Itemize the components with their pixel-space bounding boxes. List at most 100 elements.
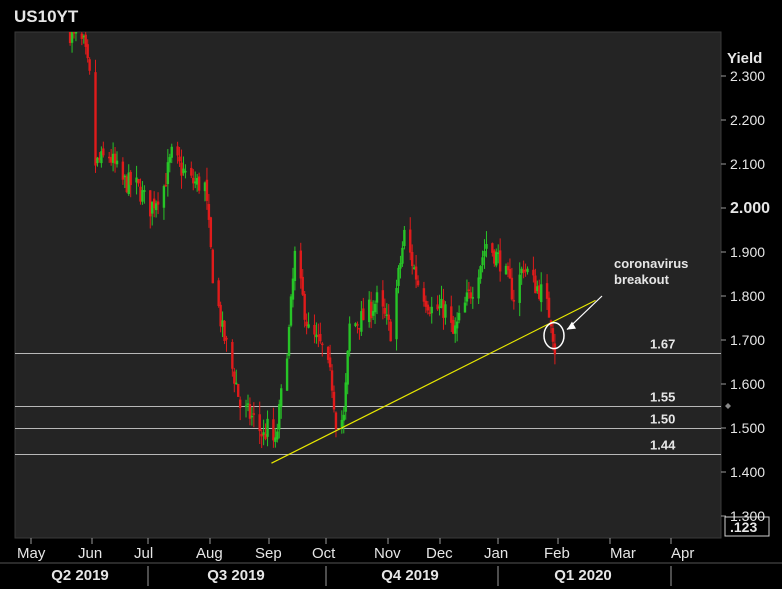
candle-body <box>231 342 234 369</box>
candle-body <box>274 437 277 442</box>
candle-body <box>367 299 371 323</box>
y-axis-label: Yield <box>727 50 762 67</box>
candle-body <box>209 217 213 248</box>
quarter-label: Q2 2019 <box>51 567 109 584</box>
candle-body <box>205 179 209 201</box>
chart-title: US10YT <box>14 7 79 26</box>
candle-body <box>149 190 152 217</box>
candle-body <box>444 304 447 318</box>
quarter-label: Q3 2019 <box>207 567 265 584</box>
candle-body <box>102 148 105 156</box>
candle-body <box>504 265 508 275</box>
candle-body <box>344 382 347 412</box>
candle-body <box>184 170 187 173</box>
candle-body <box>154 203 158 211</box>
candle-body <box>74 32 78 34</box>
candle-body <box>520 268 523 274</box>
candle-body <box>426 304 430 311</box>
candle-body <box>178 156 181 162</box>
candle-body <box>547 297 551 318</box>
candle-body <box>123 175 127 178</box>
candle-body <box>107 156 111 159</box>
candle-body <box>291 278 295 300</box>
candle-body <box>551 328 555 342</box>
candle-body <box>479 266 482 279</box>
candle-body <box>387 314 390 320</box>
y-tick-label: 2.200 <box>730 112 765 128</box>
y-tick-label: 2.100 <box>730 156 765 172</box>
candle-body <box>233 371 236 384</box>
candle-body <box>68 32 72 43</box>
candle-body <box>139 186 142 202</box>
candle-body <box>540 284 543 303</box>
candle-body <box>334 412 338 429</box>
candle-body <box>508 268 512 279</box>
candle-body <box>113 153 117 164</box>
candle-body <box>385 314 388 317</box>
candle-body <box>86 44 89 59</box>
candle-body <box>328 357 332 368</box>
y-tick-label: 1.600 <box>730 376 765 392</box>
candle-body <box>303 293 306 320</box>
y-tick-label: 1.400 <box>730 464 765 480</box>
candle-body <box>452 319 455 334</box>
candle-body <box>238 399 242 408</box>
candle-body <box>258 414 261 432</box>
x-tick-label: Jan <box>484 545 508 562</box>
candle-body <box>301 276 304 295</box>
candle-body <box>321 343 324 346</box>
candle-body <box>223 320 226 342</box>
candle-body <box>358 327 361 330</box>
candle-body <box>430 306 433 314</box>
candle-body <box>399 262 402 269</box>
candle-body <box>348 323 351 352</box>
candle-body <box>409 229 412 253</box>
candle-body <box>293 250 297 282</box>
candle-body <box>510 277 514 300</box>
candle-body <box>410 251 414 267</box>
candle-body <box>457 312 461 321</box>
candle-body <box>237 383 240 397</box>
candle-body <box>522 269 525 273</box>
x-tick-label: Apr <box>671 545 694 562</box>
candle-body <box>532 269 535 276</box>
candle-body <box>354 323 357 327</box>
candle-body <box>195 177 199 185</box>
candle-body <box>465 292 469 302</box>
candle-body <box>319 333 322 342</box>
candle-body <box>137 179 140 184</box>
candle-body <box>491 243 494 253</box>
candle-body <box>262 432 265 435</box>
candle-body <box>362 308 365 321</box>
candle-body <box>330 370 334 391</box>
candle-body <box>467 289 471 292</box>
candle-body <box>538 285 541 299</box>
candle-body <box>438 306 441 308</box>
candle-body <box>305 321 308 326</box>
candle-body <box>422 288 426 302</box>
x-tick-label: Aug <box>196 545 223 562</box>
candle-body <box>440 298 443 308</box>
y-tick-label: 1.500 <box>730 420 765 436</box>
candle-body <box>176 146 179 156</box>
candle-body <box>383 307 387 314</box>
candle-body <box>115 160 119 165</box>
candle-body <box>80 33 84 39</box>
candle-body <box>326 346 330 360</box>
candle-body <box>82 35 85 38</box>
candle-body <box>280 388 283 407</box>
candle-body <box>121 161 125 180</box>
trendline <box>271 299 596 464</box>
candle-body <box>428 312 431 314</box>
quarter-label: Q1 2020 <box>554 567 612 584</box>
candle-body <box>477 277 480 299</box>
candle-body <box>264 433 267 439</box>
x-tick-label: Nov <box>374 545 401 562</box>
candle-body <box>389 321 392 342</box>
y-tick-label: 1.300 <box>730 508 765 524</box>
candle-body <box>98 157 101 161</box>
y-tick-label: 1.700 <box>730 332 765 348</box>
x-tick-label: Jun <box>78 545 102 562</box>
candle-body <box>369 301 373 319</box>
